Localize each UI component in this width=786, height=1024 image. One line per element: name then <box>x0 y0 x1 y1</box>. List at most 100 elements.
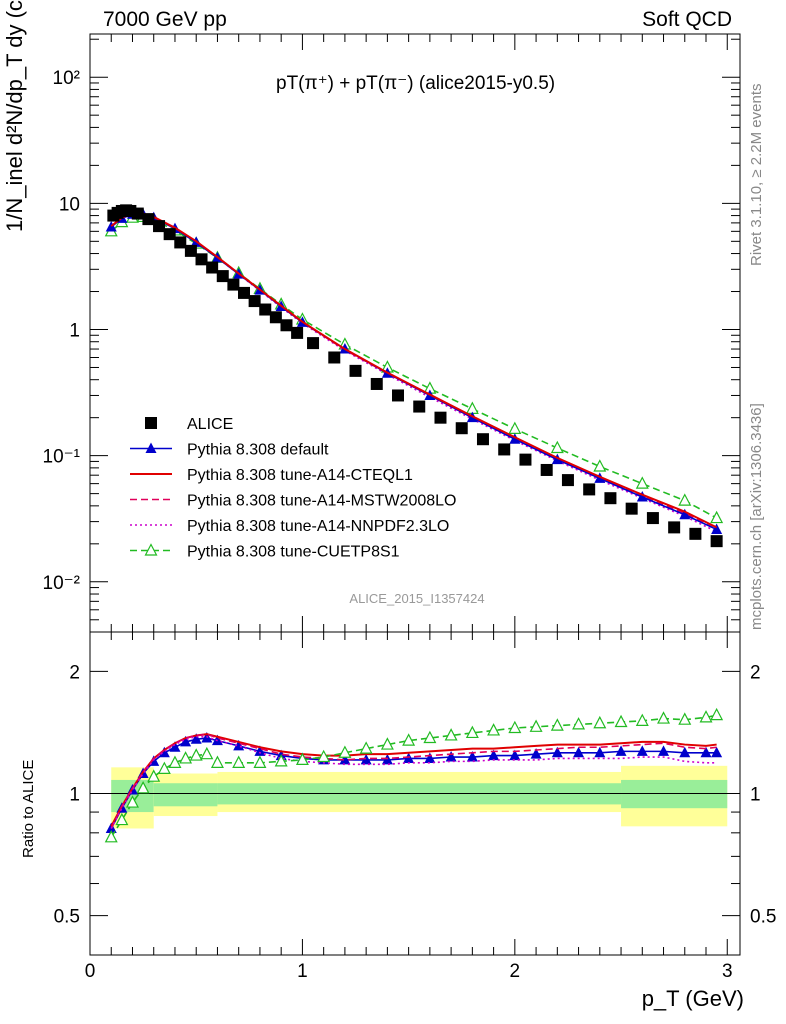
ratio-y-tick-label: 1 <box>69 785 80 806</box>
data-point <box>307 337 320 350</box>
data-point <box>179 751 193 764</box>
x-tick-label: 2 <box>510 961 521 982</box>
data-point <box>232 755 246 768</box>
legend-label: Pythia 8.308 tune-CUETP8S1 <box>187 544 400 561</box>
x-tick-label: 0 <box>85 961 96 982</box>
data-point <box>169 741 181 752</box>
series-line <box>110 216 718 519</box>
ratio-y-axis-label: Ratio to ALICE <box>20 759 37 858</box>
data-point <box>144 543 158 556</box>
data-point <box>189 748 203 761</box>
mcplots-label: mcplots.cern.ch [arXiv:1306.3436] <box>748 403 765 630</box>
data-point <box>339 753 351 765</box>
data-point <box>413 400 426 413</box>
data-point <box>551 746 563 758</box>
data-point <box>168 755 182 768</box>
data-point <box>710 535 723 548</box>
data-point <box>604 492 617 505</box>
main-y-axis-label: 1/N_inel d²N/dp_T dy (c/GeV) <box>2 0 28 232</box>
data-point <box>488 749 500 761</box>
data-point <box>174 236 187 249</box>
data-point <box>338 745 352 758</box>
data-point <box>184 244 197 257</box>
data-point <box>519 453 532 466</box>
y-axis-label-text: 1/N_inel d²N/dp_T dy (c/GeV) <box>2 0 27 232</box>
y-tick-label: 10⁻¹ <box>43 447 81 468</box>
data-point <box>125 795 139 808</box>
data-point <box>466 751 478 762</box>
y-tick-label: 10 <box>59 194 80 215</box>
data-point <box>476 433 489 446</box>
data-point <box>635 713 649 726</box>
data-point <box>142 213 155 226</box>
data-point <box>657 711 671 724</box>
data-point <box>711 746 723 758</box>
series-line <box>110 733 717 829</box>
data-point <box>711 523 723 534</box>
data-point <box>274 754 288 767</box>
data-point <box>689 527 702 540</box>
data-point <box>594 746 606 758</box>
y-tick-label: 1 <box>69 320 80 341</box>
data-point <box>360 753 372 765</box>
data-point <box>583 483 596 496</box>
data-point <box>710 707 724 721</box>
data-point <box>423 730 437 744</box>
band-inner <box>621 779 728 809</box>
data-point <box>573 746 585 758</box>
data-point <box>115 812 129 826</box>
data-point <box>157 761 171 774</box>
data-point <box>668 521 681 534</box>
data-point <box>227 278 240 291</box>
data-point <box>593 459 607 472</box>
band-inner <box>153 783 218 807</box>
data-point <box>200 746 214 760</box>
data-point <box>210 755 224 768</box>
data-point <box>269 311 282 324</box>
data-point <box>295 752 309 766</box>
data-point <box>699 710 713 723</box>
data-point <box>636 491 648 502</box>
data-point <box>328 351 341 364</box>
data-point <box>550 440 564 454</box>
legend-label: Pythia 8.308 tune-A14-MSTW2008LO <box>187 493 456 510</box>
data-point <box>614 714 628 728</box>
data-point <box>710 510 724 524</box>
data-point <box>625 502 638 515</box>
data-point <box>540 463 553 476</box>
data-point <box>444 728 458 741</box>
y-tick-label: 10⁻² <box>43 573 81 594</box>
legend-label: Pythia 8.308 default <box>187 442 329 459</box>
data-point <box>561 474 574 487</box>
data-point <box>216 270 229 283</box>
header-left: 7000 GeV pp <box>103 8 227 31</box>
data-point <box>445 751 457 762</box>
data-point <box>254 745 266 756</box>
data-point <box>509 433 521 444</box>
data-point <box>678 712 692 725</box>
data-point <box>238 286 251 299</box>
legend-label: ALICE <box>187 416 233 433</box>
data-point <box>259 303 272 316</box>
data-point <box>509 749 521 761</box>
data-point <box>402 733 416 746</box>
data-point <box>317 749 331 763</box>
main-panel: 10⁻² 10⁻¹ 1 10 10² ALICE_2015_I1357424 <box>43 33 741 633</box>
data-point <box>424 752 436 763</box>
data-point <box>487 723 501 736</box>
data-point <box>195 253 208 266</box>
data-point <box>508 421 522 434</box>
data-point <box>180 735 192 747</box>
data-point <box>104 829 118 843</box>
data-point <box>253 755 267 768</box>
data-point <box>153 220 166 233</box>
data-point <box>136 780 150 794</box>
data-point <box>529 719 543 732</box>
data-point <box>392 389 405 402</box>
data-point <box>508 720 522 734</box>
data-point <box>248 295 261 308</box>
data-point <box>206 261 219 274</box>
data-point <box>658 745 670 756</box>
legend-label: Pythia 8.308 tune-A14-CTEQL1 <box>187 467 413 484</box>
ratio-y-tick-label: 1 <box>750 785 761 806</box>
